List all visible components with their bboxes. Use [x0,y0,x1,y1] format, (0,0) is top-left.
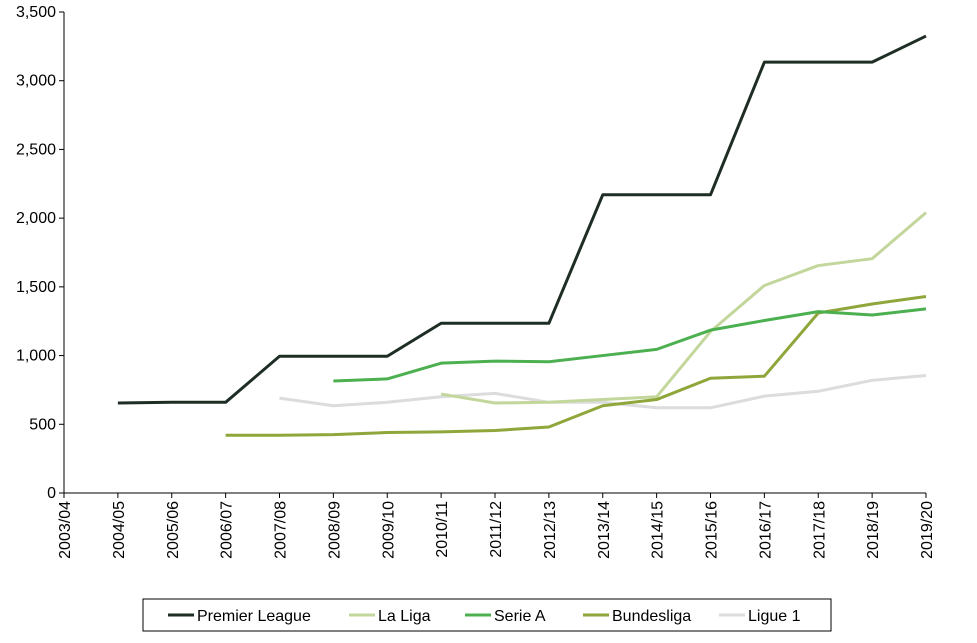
y-tick-label: 3,500 [16,4,56,21]
series-line-serie-a [333,307,927,383]
x-tick-label: 2010/11 [434,501,451,558]
x-tick-label: 2009/10 [380,501,397,559]
x-tick-label: 2004/05 [111,501,128,559]
x-tick-label: 2012/13 [542,501,559,559]
y-tick-label: 2,500 [16,141,56,158]
x-tick-label: 2005/06 [165,501,182,559]
x-tick-label: 2011/12 [488,501,505,558]
x-tick-label: 2013/14 [596,501,613,559]
x-tick-label: 2014/15 [650,501,667,559]
y-tick-label: 3,000 [16,73,56,90]
legend-item-la-liga: La Liga [349,608,431,625]
legend-label: Serie A [494,608,546,625]
x-tick-label: 2006/07 [219,501,236,559]
legend-label: La Liga [378,608,431,625]
y-tick-label: 1,000 [16,348,56,365]
legend-label: Bundesliga [612,608,691,625]
y-tick-label: 500 [29,416,56,433]
y-tick-label: 0 [47,485,56,502]
series-layer [117,34,927,437]
legend-item-premier-league: Premier League [168,608,311,625]
series-line-la-liga [440,211,927,405]
legend-label: Ligue 1 [748,608,801,625]
x-tick-label: 2003/04 [57,501,74,559]
x-axis: 2003/04 2004/05 2005/06 2006/07 2007/08 2008/… [57,492,936,559]
legend-item-ligue-1: Ligue 1 [719,608,801,625]
series-line-bundesliga [225,294,927,437]
x-tick-label: 2007/08 [273,501,290,559]
series-line-ligue-1 [279,374,927,410]
legend-item-serie-a: Serie A [465,608,546,625]
y-tick-label: 1,500 [16,279,56,296]
x-tick-label: 2019/20 [919,501,936,559]
y-axis: 0 500 1,000 1,500 2,000 2,500 3,000 3,500 [16,4,65,502]
x-tick-label: 2018/19 [865,501,882,559]
legend: Premier League La Liga Serie A Bundesliga Li… [142,598,832,632]
x-tick-label: 2008/09 [326,501,343,559]
x-tick-label: 2015/16 [704,501,721,559]
legend-item-bundesliga: Bundesliga [583,608,691,625]
series-line-premier-league [117,34,927,405]
x-tick-label: 2017/18 [811,501,828,559]
y-tick-label: 2,000 [16,210,56,227]
x-tick-label: 2016/17 [757,501,774,559]
legend-label: Premier League [197,608,311,625]
